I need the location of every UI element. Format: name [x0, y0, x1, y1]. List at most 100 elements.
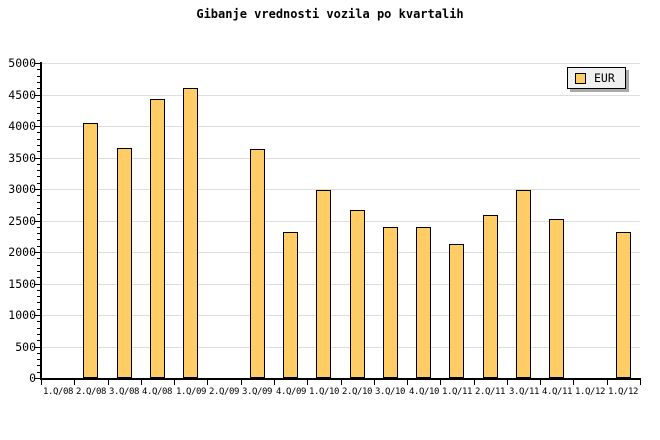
chart-title: Gibanje vrednosti vozila po kvartalih	[196, 7, 464, 21]
x-tick	[407, 380, 408, 385]
y-minor-tick	[37, 227, 41, 228]
y-minor-tick	[37, 170, 41, 171]
bar	[83, 123, 98, 378]
x-tick	[108, 380, 109, 385]
x-tick	[573, 380, 574, 385]
y-minor-tick	[37, 271, 41, 272]
x-tick-label: 3.Q/10	[374, 387, 406, 397]
x-tick-label: 1.Q/09	[175, 387, 207, 397]
x-tick	[141, 380, 142, 385]
x-tick	[540, 380, 541, 385]
x-tick-label: 1.Q/12	[574, 387, 606, 397]
y-tick-label: 500	[15, 340, 36, 354]
y-minor-tick	[37, 202, 41, 203]
x-tick	[440, 380, 441, 385]
x-tick-label: 3.Q/11	[508, 387, 540, 397]
y-major-tick	[34, 252, 41, 253]
y-minor-tick	[37, 208, 41, 209]
x-tick	[341, 380, 342, 385]
bar	[383, 227, 398, 378]
x-tick	[640, 380, 641, 385]
bar	[117, 148, 132, 378]
y-tick-label: 4500	[8, 88, 36, 102]
y-minor-tick	[37, 151, 41, 152]
y-minor-tick	[37, 372, 41, 373]
y-major-tick	[34, 158, 41, 159]
y-minor-tick	[37, 101, 41, 102]
y-minor-tick	[37, 365, 41, 366]
y-major-tick	[34, 378, 41, 379]
x-tick	[207, 380, 208, 385]
y-minor-tick	[37, 82, 41, 83]
x-tick-label: 1.Q/08	[42, 387, 74, 397]
bar	[449, 244, 464, 378]
y-minor-tick	[37, 145, 41, 146]
y-tick-label: 1000	[8, 308, 36, 322]
y-minor-tick	[37, 195, 41, 196]
y-minor-tick	[37, 214, 41, 215]
bar	[250, 149, 265, 378]
x-tick	[274, 380, 275, 385]
y-minor-tick	[37, 139, 41, 140]
x-tick-label: 4.Q/11	[541, 387, 573, 397]
y-minor-tick	[37, 265, 41, 266]
y-major-tick	[34, 63, 41, 64]
x-tick-label: 1.Q/10	[308, 387, 340, 397]
y-tick-label: 3000	[8, 182, 36, 196]
y-major-tick	[34, 284, 41, 285]
x-tick	[307, 380, 308, 385]
y-minor-tick	[37, 258, 41, 259]
x-tick-label: 2.Q/09	[208, 387, 240, 397]
y-gridline	[41, 189, 640, 190]
y-minor-tick	[37, 76, 41, 77]
y-minor-tick	[37, 309, 41, 310]
y-minor-tick	[37, 164, 41, 165]
y-minor-tick	[37, 239, 41, 240]
y-major-tick	[34, 315, 41, 316]
x-tick	[507, 380, 508, 385]
bar	[316, 190, 331, 378]
y-minor-tick	[37, 69, 41, 70]
x-tick	[474, 380, 475, 385]
bar	[616, 232, 631, 378]
bar	[516, 190, 531, 378]
y-major-tick	[34, 347, 41, 348]
y-minor-tick	[37, 334, 41, 335]
x-tick-label: 1.Q/12	[607, 387, 639, 397]
y-gridline	[41, 63, 640, 64]
bar	[183, 88, 198, 378]
y-gridline	[41, 126, 640, 127]
y-tick-label: 2000	[8, 245, 36, 259]
bar	[416, 227, 431, 378]
y-gridline	[41, 95, 640, 96]
y-tick-label: 5000	[8, 56, 36, 70]
bar	[483, 215, 498, 378]
y-minor-tick	[37, 120, 41, 121]
y-minor-tick	[37, 296, 41, 297]
y-tick-label: 1500	[8, 277, 36, 291]
x-tick-label: 3.Q/09	[241, 387, 273, 397]
x-tick	[241, 380, 242, 385]
legend-label: EUR	[594, 71, 615, 85]
x-tick	[607, 380, 608, 385]
x-tick	[41, 380, 42, 385]
y-minor-tick	[37, 88, 41, 89]
y-minor-tick	[37, 321, 41, 322]
bar	[350, 210, 365, 378]
y-tick-label: 3500	[8, 151, 36, 165]
y-minor-tick	[37, 353, 41, 354]
x-tick-label: 2.Q/11	[474, 387, 506, 397]
y-tick-label: 0	[29, 371, 36, 385]
y-minor-tick	[37, 183, 41, 184]
x-tick-label: 2.Q/10	[341, 387, 373, 397]
y-minor-tick	[37, 113, 41, 114]
bar	[549, 219, 564, 378]
y-minor-tick	[37, 290, 41, 291]
y-minor-tick	[37, 107, 41, 108]
y-minor-tick	[37, 176, 41, 177]
y-gridline	[41, 221, 640, 222]
y-gridline	[41, 284, 640, 285]
x-tick-label: 3.Q/08	[108, 387, 140, 397]
y-tick-label: 4000	[8, 119, 36, 133]
